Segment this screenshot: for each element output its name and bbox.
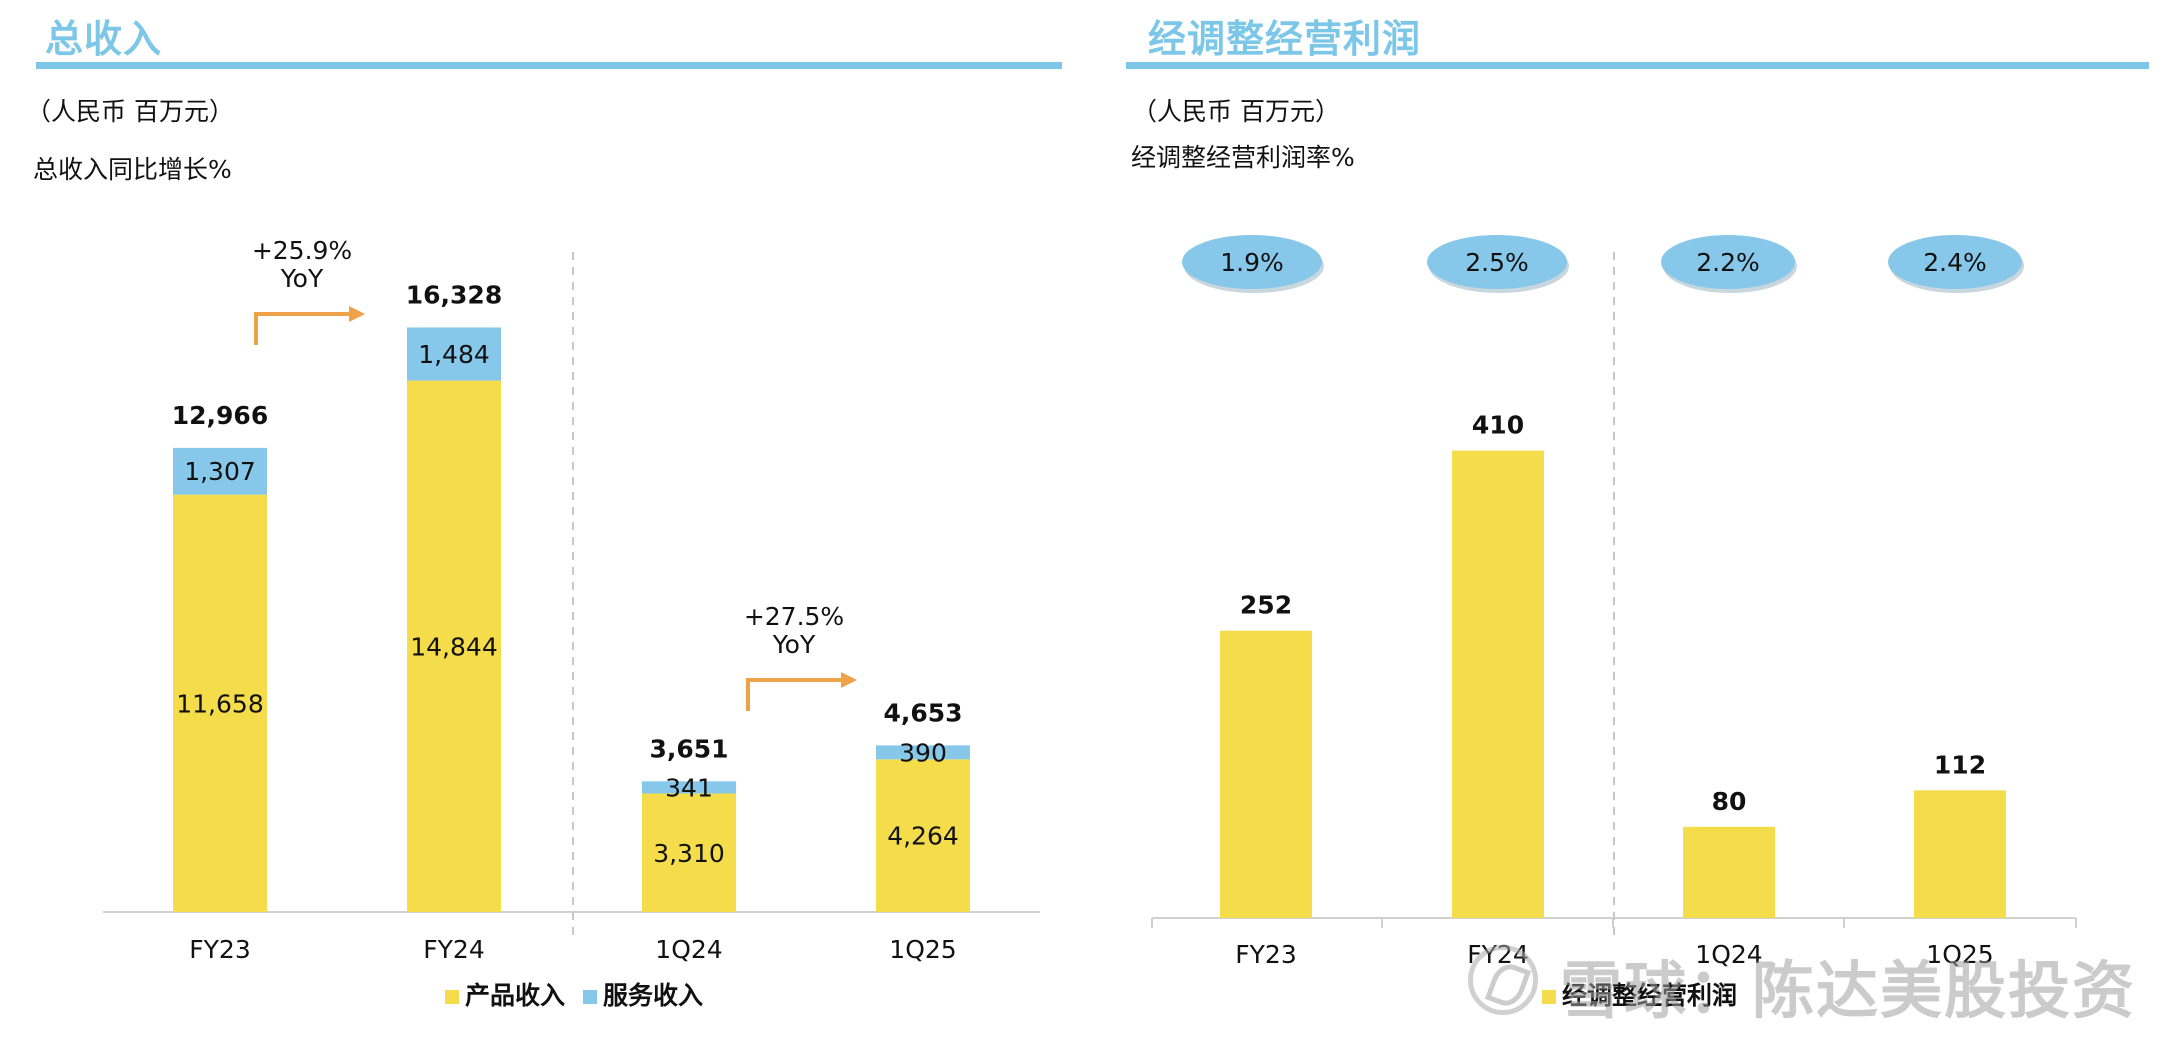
service-revenue-bar xyxy=(173,447,267,495)
revenue-unit-label: （人民币 百万元） xyxy=(26,97,234,126)
margin-value-label: 2.4% xyxy=(1923,248,1987,277)
watermark-logo-icon xyxy=(1468,945,1538,1015)
service-revenue-bar xyxy=(642,781,736,794)
yoy-arrow-head xyxy=(841,672,857,688)
legend-service-label: 服务收入 xyxy=(603,981,703,1010)
profit-x-tick-label: 1Q25 xyxy=(1926,940,1993,969)
product-value-label: 11,658 xyxy=(176,689,263,718)
revenue-title: 总收入 xyxy=(45,17,163,61)
profit-value-label: 410 xyxy=(1472,411,1524,440)
yoy-arrow-head xyxy=(349,306,365,322)
profit-title: 经调整经营利润 xyxy=(1148,17,1422,61)
legend-product-label: 产品收入 xyxy=(465,981,565,1010)
yoy-arrow-line xyxy=(746,678,845,711)
service-value-label: 390 xyxy=(899,738,947,767)
yoy-suffix-label: YoY xyxy=(772,630,816,659)
product-revenue-bar xyxy=(407,380,501,912)
yoy-growth-label: +27.5% xyxy=(744,602,844,631)
margin-bubble xyxy=(1661,235,1795,289)
margin-value-label: 1.9% xyxy=(1220,248,1284,277)
yoy-growth-label: +25.9% xyxy=(252,236,352,265)
legend-profit-swatch xyxy=(1542,990,1556,1004)
service-value-label: 1,484 xyxy=(418,340,490,369)
total-value-label: 16,328 xyxy=(406,280,502,309)
margin-value-label: 2.5% xyxy=(1465,248,1529,277)
product-value-label: 4,264 xyxy=(887,822,959,851)
profit-bar xyxy=(1914,790,2006,918)
total-value-label: 12,966 xyxy=(172,401,268,430)
revenue-x-tick-label: 1Q25 xyxy=(889,935,956,964)
profit-unit-label: （人民币 百万元） xyxy=(1132,97,1340,126)
profit-value-label: 252 xyxy=(1240,591,1292,620)
profit-x-tick-label: FY23 xyxy=(1235,940,1296,969)
product-revenue-bar xyxy=(642,793,736,912)
service-value-label: 341 xyxy=(665,773,713,802)
margin-bubble xyxy=(1182,235,1322,289)
profit-bar xyxy=(1220,630,1312,918)
profit-value-label: 112 xyxy=(1934,750,1986,779)
yoy-arrow-line xyxy=(254,312,353,345)
service-value-label: 1,307 xyxy=(184,457,256,486)
service-revenue-bar xyxy=(876,745,970,760)
revenue-x-tick-label: 1Q24 xyxy=(655,935,722,964)
yoy-suffix-label: YoY xyxy=(280,264,324,293)
product-revenue-bar xyxy=(876,759,970,912)
revenue-x-tick-label: FY24 xyxy=(423,935,484,964)
margin-bubble xyxy=(1427,235,1567,289)
revenue-x-tick-label: FY23 xyxy=(189,935,250,964)
product-value-label: 14,844 xyxy=(410,632,497,661)
legend-product-swatch xyxy=(445,990,459,1004)
margin-value-label: 2.2% xyxy=(1696,248,1760,277)
product-value-label: 3,310 xyxy=(653,839,725,868)
profit-bar xyxy=(1452,450,1544,918)
watermark: 雪球：陈达美股投资 xyxy=(1560,954,2137,1027)
product-revenue-bar xyxy=(173,494,267,912)
total-value-label: 4,653 xyxy=(883,698,962,727)
profit-title-rule xyxy=(1126,62,2149,69)
profit-value-label: 80 xyxy=(1712,787,1747,816)
revenue-yoy-label: 总收入同比增长% xyxy=(33,155,232,184)
revenue-title-rule xyxy=(36,62,1062,69)
total-value-label: 3,651 xyxy=(649,734,728,763)
legend-profit-label: 经调整经营利润 xyxy=(1562,981,1737,1010)
profit-bar xyxy=(1683,826,1775,918)
margin-bubble xyxy=(1888,235,2022,289)
profit-x-tick-label: 1Q24 xyxy=(1695,940,1762,969)
service-revenue-bar xyxy=(407,327,501,381)
legend-service-swatch xyxy=(583,990,597,1004)
profit-margin-label: 经调整经营利润率% xyxy=(1131,143,1355,172)
